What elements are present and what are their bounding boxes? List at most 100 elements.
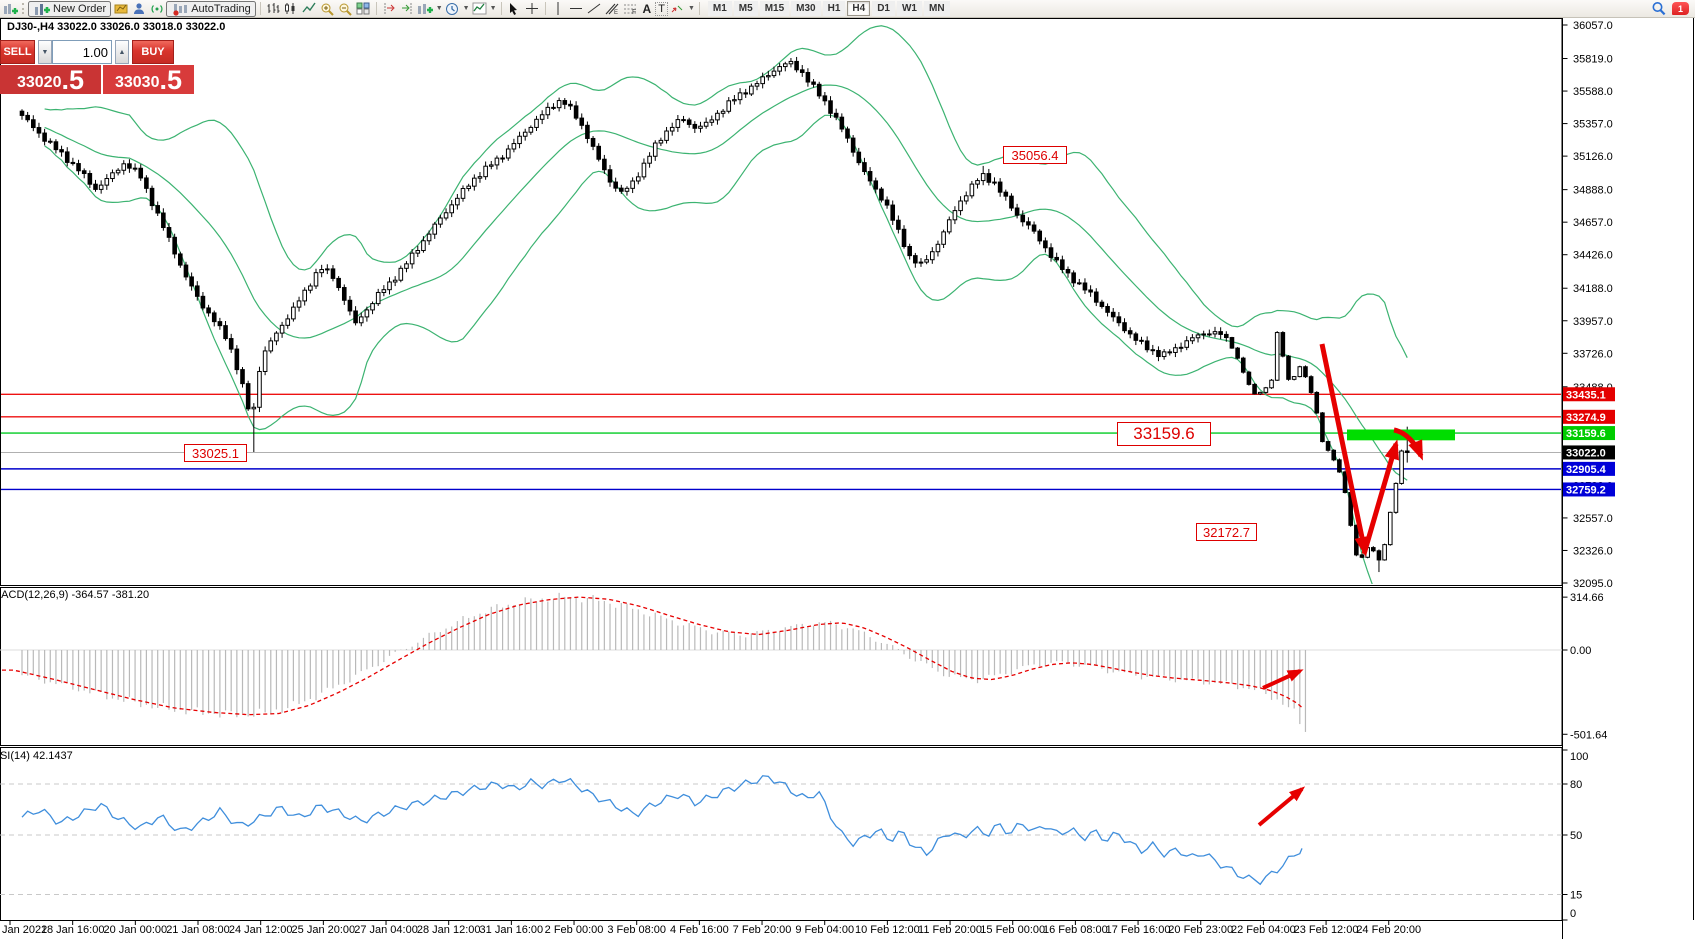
trend-arrow-main-2[interactable] [1393, 427, 1424, 461]
chevron-down-icon[interactable]: ▼ [687, 5, 695, 12]
notifications-icon[interactable]: 1 [1672, 2, 1689, 15]
add-chart-icon[interactable] [417, 1, 434, 16]
trend-arrow-macd-3[interactable] [1262, 669, 1304, 690]
price-annotation-35056.4[interactable]: 35056.4 [1003, 146, 1067, 164]
zoom-in-icon[interactable] [319, 1, 336, 16]
search-icon[interactable] [1650, 1, 1667, 16]
price-badge-32759.2 [1563, 482, 1615, 497]
chevron-down-icon[interactable]: ▼ [489, 5, 497, 12]
chart-autoscroll-icon[interactable] [399, 1, 416, 16]
macd-signal-line [2, 596, 1303, 716]
svg-text:33274.9: 33274.9 [1566, 412, 1606, 424]
volume-input[interactable] [52, 40, 112, 64]
svg-text:28 Jan 12:00: 28 Jan 12:00 [417, 924, 481, 936]
trend-arrow-main-1[interactable] [1361, 439, 1400, 555]
new-order-label: New Order [53, 2, 107, 15]
chart-shift-icon[interactable] [381, 1, 398, 16]
profile-icon[interactable] [130, 1, 147, 16]
price-badge-33435.1 [1563, 387, 1615, 402]
chevron-up-icon: ▲ [118, 48, 126, 56]
svg-text:23 Feb 12:00: 23 Feb 12:00 [1294, 924, 1359, 936]
timeframe-button-M30[interactable]: M30 [791, 1, 821, 16]
svg-text:31 Jan 16:00: 31 Jan 16:00 [480, 924, 544, 936]
bar-chart-icon[interactable] [265, 1, 282, 16]
timeframe-button-M1[interactable]: M1 [707, 1, 732, 16]
svg-text:33159.6: 33159.6 [1566, 428, 1606, 440]
vertical-line-tool-icon[interactable] [550, 1, 567, 16]
tile-windows-icon[interactable] [355, 1, 372, 16]
price-annotation-32172.7[interactable]: 32172.7 [1196, 523, 1257, 541]
buy-price-display[interactable]: 33030.5 [103, 65, 194, 94]
svg-text:35588.0: 35588.0 [1573, 86, 1613, 98]
svg-text:25 Jan 20:00: 25 Jan 20:00 [292, 924, 356, 936]
sell-button[interactable]: SELL [0, 40, 35, 64]
svg-text:36057.0: 36057.0 [1573, 20, 1613, 32]
macd-pane [0, 587, 1563, 746]
svg-text:34657.0: 34657.0 [1573, 217, 1613, 229]
text-label-tool[interactable]: T [655, 1, 668, 16]
svg-text:2 Feb 00:00: 2 Feb 00:00 [545, 924, 604, 936]
bollinger-middle-band [44, 84, 1408, 481]
cursor-icon[interactable] [506, 1, 523, 16]
buy-button[interactable]: BUY [132, 40, 174, 64]
svg-text:F: F [632, 9, 636, 15]
autotrading-button[interactable]: AutoTrading [166, 0, 256, 17]
timeframe-button-M15[interactable]: M15 [759, 1, 790, 16]
horizontal-line-tool-icon[interactable] [568, 1, 585, 16]
svg-text:80: 80 [1570, 779, 1582, 791]
volume-decrease-button[interactable]: ▼ [38, 40, 52, 64]
new-chart-icon[interactable] [2, 1, 19, 16]
volume-increase-button[interactable]: ▲ [115, 40, 129, 64]
timeframe-button-MN[interactable]: MN [923, 1, 950, 16]
signal-icon[interactable] [148, 1, 165, 16]
crosshair-icon[interactable] [524, 1, 541, 16]
svg-text:33435.1: 33435.1 [1566, 389, 1606, 401]
svg-text:15 Feb 00:00: 15 Feb 00:00 [980, 924, 1045, 936]
indicators-icon[interactable] [471, 1, 488, 16]
timeframe-button-D1[interactable]: D1 [872, 1, 895, 16]
svg-text:24 Jan 12:00: 24 Jan 12:00 [229, 924, 293, 936]
svg-text:22 Feb 04:00: 22 Feb 04:00 [1231, 924, 1296, 936]
svg-text:20 Jan 00:00: 20 Jan 00:00 [104, 924, 168, 936]
svg-text:15: 15 [1570, 890, 1582, 902]
chart-wizard-icon[interactable] [112, 1, 129, 16]
timeframe-button-H1[interactable]: H1 [822, 1, 846, 16]
text-tool[interactable]: A [642, 1, 652, 16]
line-chart-icon[interactable] [301, 1, 318, 16]
channel-tool-icon[interactable]: E [604, 1, 621, 16]
trend-arrow-rsi-4[interactable] [1257, 786, 1306, 827]
sell-price-display[interactable]: 33020.5 [0, 65, 101, 94]
svg-text:33022.0: 33022.0 [1566, 447, 1606, 459]
new-order-icon [33, 1, 50, 16]
chart-title: DJ30-,H4 33022.0 33026.0 33018.0 33022.0 [7, 21, 226, 33]
svg-text:16 Feb 08:00: 16 Feb 08:00 [1043, 924, 1108, 936]
top-toolbar: New Order AutoTrading ▼ ▼ ▼ E F A T ▼ M1… [0, 0, 1695, 18]
timeframe-button-M5[interactable]: M5 [733, 1, 758, 16]
chevron-down-icon[interactable]: ▼ [435, 5, 443, 12]
price-axis: 36057.0 35819.0 35588.0 35357.0 35126.0 34888… [1562, 20, 1615, 921]
svg-text:24 Feb 20:00: 24 Feb 20:00 [1356, 924, 1421, 936]
main-chart-pane [0, 18, 1563, 586]
bollinger-upper-band [44, 25, 1408, 358]
trend-arrow-main-0[interactable] [1319, 343, 1370, 557]
periods-icon[interactable] [444, 1, 461, 16]
timeframe-button-W1[interactable]: W1 [896, 1, 922, 16]
svg-text:34426.0: 34426.0 [1573, 250, 1613, 262]
price-annotation-33159.6[interactable]: 33159.6 [1117, 422, 1211, 446]
candlestick-chart-icon[interactable] [283, 1, 300, 16]
candles [19, 56, 1410, 573]
one-click-trading-panel: SELL ▼ ▲ BUY 33020.5 33030.5 [0, 40, 194, 94]
fibonacci-tool-icon[interactable]: F [622, 1, 639, 16]
timeframe-button-H4[interactable]: H4 [847, 1, 871, 16]
zoom-out-icon[interactable] [337, 1, 354, 16]
arrows-tool-icon[interactable] [669, 1, 686, 16]
price-annotation-33025.1[interactable]: 33025.1 [184, 444, 247, 462]
svg-text:E: E [614, 10, 618, 15]
chevron-down-icon[interactable]: ▼ [462, 5, 470, 12]
new-order-button[interactable]: New Order [28, 0, 112, 17]
trendline-tool-icon[interactable] [586, 1, 603, 16]
svg-text:100: 100 [1570, 751, 1588, 763]
svg-text:17 Feb 16:00: 17 Feb 16:00 [1106, 924, 1171, 936]
